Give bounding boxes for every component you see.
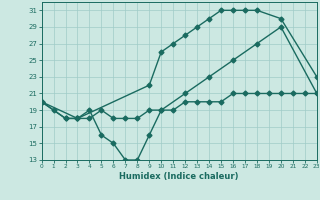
- X-axis label: Humidex (Indice chaleur): Humidex (Indice chaleur): [119, 172, 239, 181]
